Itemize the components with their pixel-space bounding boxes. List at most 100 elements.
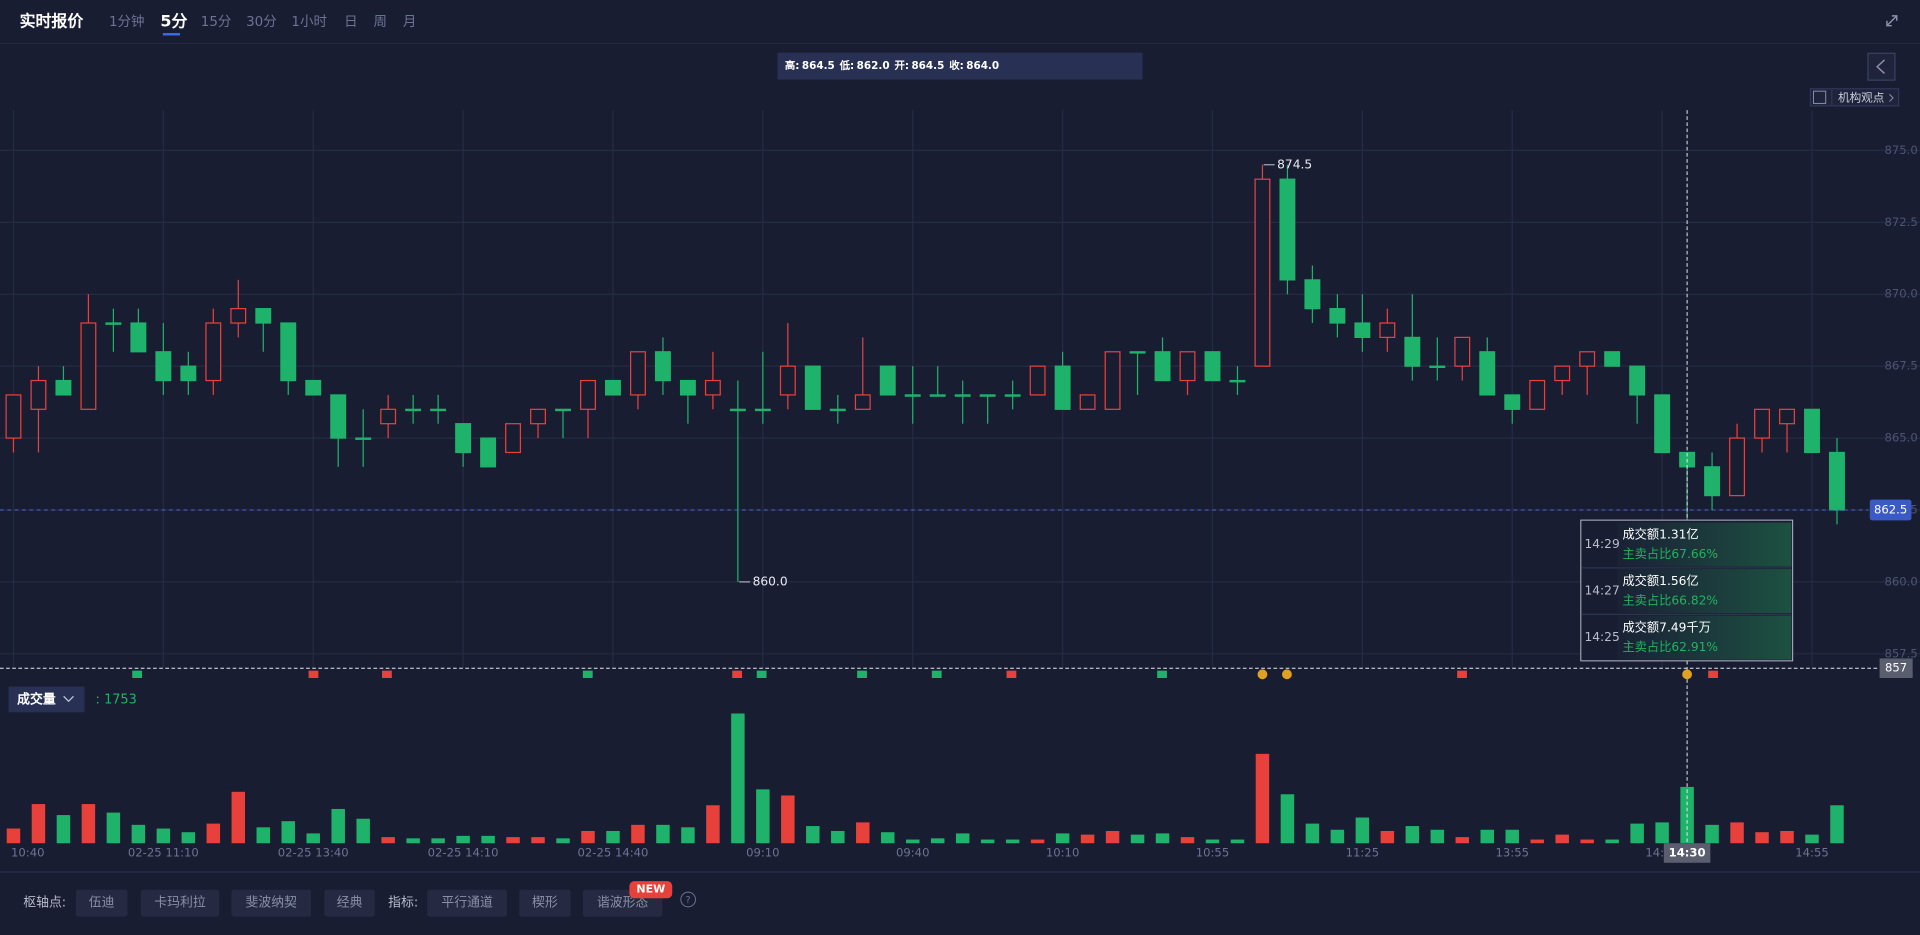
tooltip-ratio: 主卖占比67.66% — [1622, 546, 1718, 561]
candle-body — [230, 308, 247, 324]
interval-tab[interactable]: 30分 — [246, 14, 277, 30]
volume-bar — [1005, 839, 1020, 844]
signal-icon — [1708, 670, 1718, 678]
toolbar-button[interactable] — [427, 889, 507, 917]
volume-bar — [1455, 837, 1470, 844]
volume-selector[interactable] — [8, 686, 85, 713]
help-label[interactable]: ? — [686, 895, 691, 906]
toolbar-button-label[interactable]: 平行通道 — [441, 896, 493, 911]
candle-body — [1079, 394, 1096, 410]
volume-bar — [1580, 839, 1594, 844]
collapse-box[interactable] — [1867, 52, 1896, 81]
interval-tab[interactable]: 5分 — [160, 12, 187, 31]
interval-tab[interactable]: 15分 — [201, 14, 232, 30]
toolbar-button-label[interactable]: 楔形 — [532, 896, 558, 911]
volume-bar — [1755, 832, 1769, 844]
expand-icon[interactable] — [1886, 15, 1898, 27]
tooltip-ratio: 主卖占比66.82% — [1622, 592, 1718, 607]
volume-bar — [1505, 829, 1519, 844]
toolbar-button[interactable] — [231, 889, 312, 917]
interval-tab[interactable]: 周 — [373, 15, 386, 30]
crosshair: 857 14:30 — [0, 110, 1913, 863]
candle-body — [1729, 437, 1746, 497]
signal-icon — [931, 670, 942, 678]
expand-line — [1886, 15, 1898, 27]
volume-bar — [531, 837, 545, 844]
toolbar-button-label[interactable]: 经典 — [337, 896, 363, 911]
candle-body — [555, 408, 571, 412]
volume-bar — [331, 808, 345, 844]
collapse-button[interactable] — [1867, 52, 1896, 81]
y-tick-label: 875.0 — [1884, 143, 1917, 157]
toolbar-button-label[interactable]: 斐波纳契 — [246, 896, 298, 911]
volume-bar — [1730, 822, 1744, 844]
ohlc-bar — [777, 52, 1143, 80]
indicator-label: 指标: — [388, 896, 418, 911]
volume-bar — [131, 824, 146, 844]
candle-body — [929, 394, 946, 397]
candle-body — [1254, 178, 1271, 367]
volume-bar — [556, 838, 570, 844]
opinion[interactable]: 机构观点 — [1809, 88, 1900, 107]
candle-body — [1629, 365, 1646, 396]
candle-body — [355, 437, 372, 440]
ohlc-label: 收: — [949, 59, 964, 72]
volume-bar — [506, 837, 520, 844]
tooltip-row-bg — [1617, 569, 1792, 614]
volume-bar — [1430, 829, 1445, 844]
candle-body — [1029, 365, 1046, 396]
candle-body — [904, 394, 921, 397]
candle-body — [1504, 394, 1521, 410]
volume-bar — [930, 838, 945, 844]
volume-bar — [731, 713, 745, 844]
tooltip-ratio: 主卖占比62.91% — [1622, 639, 1718, 654]
expand-arrow — [1886, 20, 1892, 27]
signal-icon — [582, 670, 593, 678]
toolbar-button[interactable] — [140, 889, 220, 917]
candle-body — [305, 379, 322, 396]
candle-body — [1154, 351, 1171, 382]
candle-body — [205, 322, 222, 382]
volume-bar — [481, 835, 495, 844]
tooltip-amount: 成交额7.49千万 — [1622, 619, 1710, 634]
x-tick-label: 02-25 14:10 — [428, 846, 499, 860]
toolbar-button-label[interactable]: 谐波形态 — [597, 896, 649, 911]
interval-tab[interactable]: 日 — [344, 15, 357, 30]
candle-body — [1479, 351, 1496, 396]
crosshair-price-label: 857 — [1885, 661, 1907, 675]
volume-bar — [1255, 753, 1270, 844]
toolbar-button-label[interactable]: 伍迪 — [89, 896, 115, 911]
volume-bar — [1155, 833, 1170, 844]
volume-bar — [381, 837, 395, 844]
toolbar-button-label[interactable]: 卡玛利拉 — [154, 896, 206, 911]
volume-bar — [256, 827, 270, 844]
candle-body — [155, 351, 172, 382]
candle-body — [1579, 351, 1596, 367]
y-tick-label: 872.5 — [1884, 215, 1917, 229]
interval-tabs: 1分钟 5分 15分 30分 1小时 日 周 月 — [109, 12, 416, 36]
new-badge — [629, 881, 673, 899]
help-icon[interactable] — [680, 891, 696, 908]
candle-body — [979, 394, 996, 397]
y-tick-label: 870.0 — [1884, 287, 1917, 301]
candle-body — [1404, 336, 1421, 367]
interval-tab[interactable]: 1小时 — [291, 14, 326, 30]
signal-icon — [308, 670, 319, 678]
volume-bar — [955, 833, 970, 844]
candle-body — [954, 394, 971, 397]
y-tick-label: 865.0 — [1884, 431, 1917, 445]
candle-body — [80, 322, 97, 410]
crosshair-marker — [1682, 669, 1692, 680]
active-tab-underline — [162, 33, 180, 36]
volume-bar — [1555, 834, 1569, 844]
crosshair-time-label: 14:30 — [1669, 846, 1706, 860]
interval-tab[interactable]: 月 — [403, 15, 416, 30]
toolbar-button[interactable] — [519, 889, 571, 917]
candle-body — [1129, 351, 1146, 354]
toolbar-button[interactable] — [324, 889, 375, 917]
toolbar-button[interactable] — [75, 889, 128, 917]
interval-tab[interactable]: 1分钟 — [109, 13, 144, 30]
candle-body — [405, 408, 422, 412]
signal-icon — [1157, 670, 1167, 678]
tooltip-row-bg — [1617, 615, 1792, 660]
